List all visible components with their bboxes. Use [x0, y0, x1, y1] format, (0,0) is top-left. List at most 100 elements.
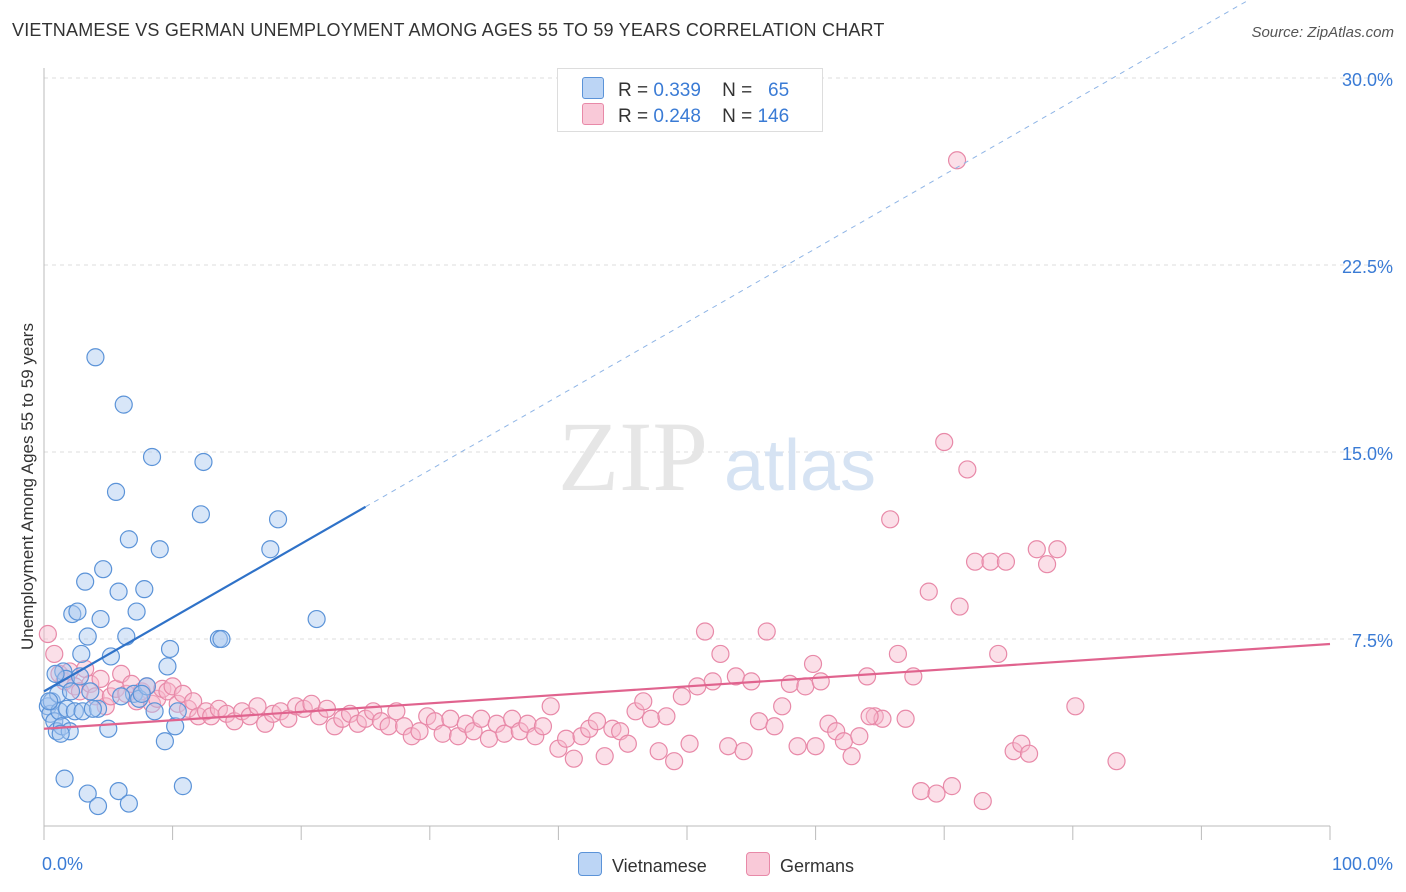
vietnamese-point [86, 348, 105, 367]
germans-point [564, 749, 583, 768]
germans-point [842, 747, 861, 766]
x-tick-label-max: 100.0% [1332, 854, 1393, 874]
legend-r-label: R = [618, 80, 649, 101]
vietnamese-point [72, 644, 91, 664]
germans-point [757, 622, 776, 641]
vietnamese-point [268, 510, 288, 529]
vietnamese-point [109, 781, 128, 801]
legend-r-value-vietnamese: 0.339 [653, 80, 701, 101]
germans-point [834, 732, 853, 751]
legend-n-value-germans: 146 [757, 106, 790, 127]
vietnamese-point [55, 769, 74, 788]
germans-point [989, 644, 1008, 664]
vietnamese-point [191, 505, 210, 524]
source-label: Source: ZipAtlas.com [1251, 24, 1394, 41]
germans-point [680, 734, 699, 753]
vietnamese-point [76, 572, 95, 591]
germans-point [533, 717, 553, 736]
vietnamese-point [142, 447, 162, 467]
vietnamese-point [119, 530, 138, 549]
germans-point [860, 707, 879, 726]
vietnamese-point [51, 724, 70, 743]
germans-point [641, 709, 661, 728]
vietnamese-point [132, 684, 151, 703]
vietnamese-point [150, 540, 169, 559]
germans-point [356, 709, 375, 728]
vietnamese-point [88, 796, 108, 816]
germans-point [711, 644, 730, 664]
vietnamese-point [106, 482, 126, 501]
vietnamese-point [101, 647, 120, 666]
vietnamese-point [117, 627, 136, 646]
vietnamese-point [78, 627, 97, 646]
germans-point [1037, 555, 1057, 574]
germans-point [387, 702, 406, 721]
germans-point [310, 707, 329, 726]
germans-point [749, 712, 769, 731]
germans-trend-line [43, 642, 1331, 730]
germans-point [580, 719, 599, 738]
vietnamese-point [112, 687, 131, 706]
vietnamese-point [145, 702, 164, 721]
germans-point [1004, 742, 1023, 761]
germans-point [881, 510, 900, 529]
germans-point [163, 677, 182, 696]
germans-point [950, 597, 969, 616]
y-tick-label: 15.0% [1342, 444, 1393, 464]
vietnamese-swatch [582, 77, 604, 99]
bottom-legend-vietnamese-label: Vietnamese [612, 856, 707, 876]
germans-point [495, 724, 514, 743]
watermark-atlas: atlas [724, 426, 876, 506]
grid-layer [44, 77, 1393, 640]
germans-point [479, 729, 499, 748]
vietnamese-point [261, 540, 280, 559]
vietnamese-point [83, 699, 102, 718]
legend-r-label: R = [618, 106, 649, 127]
germans-point [819, 714, 838, 733]
germans-point [595, 747, 614, 766]
vietnamese-legend-swatch [578, 852, 602, 876]
vietnamese-point [65, 702, 84, 721]
vietnamese-point [127, 602, 146, 621]
germans-point [168, 694, 187, 713]
germans-swatch [582, 103, 604, 125]
legend-n-label: N = [722, 106, 753, 127]
vietnamese-point [78, 784, 97, 803]
germans-point [803, 654, 823, 674]
germans-point [626, 702, 645, 721]
vietnamese-point [168, 702, 187, 721]
germans-point [618, 734, 637, 753]
germans-point [780, 674, 799, 693]
vietnamese-point [68, 602, 87, 621]
germans-point [1048, 540, 1067, 559]
germans-point [695, 622, 715, 641]
vietnamese-point [40, 692, 59, 711]
bottom-legend-germans-label: Germans [780, 856, 855, 876]
trend-layer [43, 0, 1331, 730]
vietnamese-point [88, 699, 108, 718]
vietnamese-point [109, 582, 128, 601]
germans-point [379, 717, 398, 736]
germans-point [649, 742, 668, 761]
chart-title: VIETNAMESE VS GERMAN UNEMPLOYMENT AMONG … [12, 20, 885, 40]
germans-point [1027, 540, 1046, 559]
germans-point [703, 672, 722, 691]
germans-point [811, 672, 830, 691]
germans-point [672, 687, 691, 706]
germans-point [665, 752, 684, 771]
germans-legend-swatch [746, 852, 770, 876]
germans-point [996, 552, 1016, 571]
vietnamese-point [81, 682, 100, 701]
germans-point [1066, 697, 1085, 716]
tick-label-layer: 7.5% 15.0% 22.5% 30.0% 0.0% 100.0% [42, 70, 1393, 874]
vietnamese-point [158, 657, 177, 676]
legend-row-germans: R = 0.248 N = 146 [582, 103, 789, 127]
germans-point [796, 677, 815, 696]
y-tick-label: 22.5% [1342, 257, 1393, 277]
germans-point [788, 737, 807, 756]
vietnamese-point [135, 580, 154, 599]
vietnamese-point [155, 732, 174, 751]
vietnamese-point [307, 609, 326, 629]
vietnamese-point [46, 664, 65, 684]
germans-point [806, 737, 825, 756]
